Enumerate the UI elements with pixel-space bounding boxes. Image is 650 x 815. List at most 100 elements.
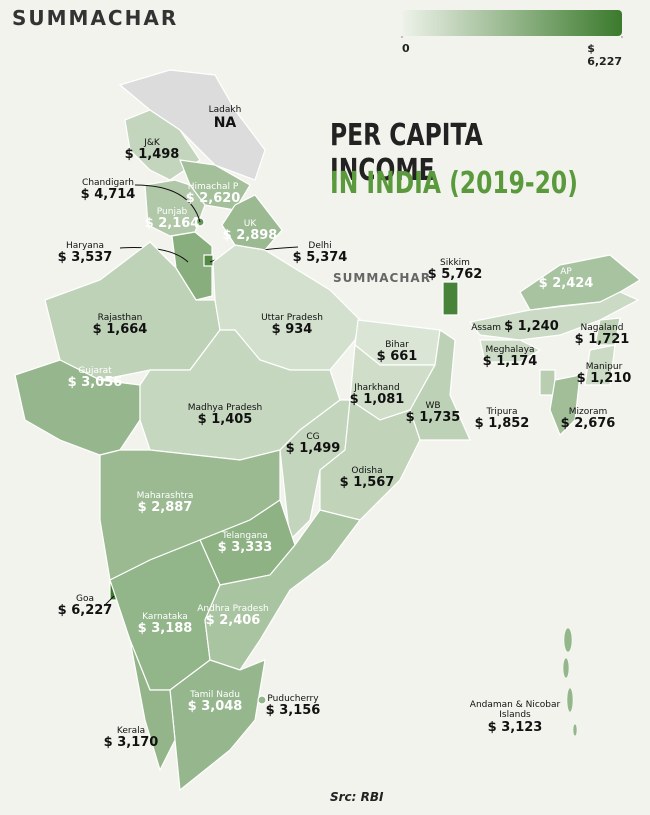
region-label: Gujarat $ 3,056 xyxy=(68,366,123,391)
region-name: Himachal P xyxy=(187,182,239,192)
region-value: NA xyxy=(213,115,237,132)
region-label: Andhra Pradesh $ 2,406 xyxy=(197,604,268,629)
region xyxy=(563,627,573,653)
title-line-2: IN INDIA (2019-20) xyxy=(330,166,578,201)
watermark: SUMMACHAR xyxy=(333,271,431,285)
region-value: $ 1,405 xyxy=(197,412,253,428)
region-value: $ 5,374 xyxy=(292,250,348,266)
region-name: Jharkhand xyxy=(354,383,400,393)
region-name: AP xyxy=(560,267,572,277)
region-value: $ 3,156 xyxy=(265,703,321,719)
region-name: Maharashtra xyxy=(136,491,194,501)
region xyxy=(562,657,570,679)
region-label: AP $ 2,424 xyxy=(539,267,594,292)
region-name: CG xyxy=(306,432,320,442)
region-name: Assam xyxy=(471,323,502,333)
region xyxy=(129,639,176,772)
region xyxy=(319,398,421,521)
region-name: Sikkim xyxy=(440,258,470,268)
region-label: Puducherry $ 3,156 xyxy=(266,694,321,719)
region-name: Manipur xyxy=(585,362,623,372)
region-label: Odisha $ 1,567 xyxy=(340,466,395,491)
callout-line xyxy=(119,247,189,263)
region-value: $ 1,498 xyxy=(124,147,180,163)
region-name: Gujarat xyxy=(78,366,112,376)
region-name: Odisha xyxy=(351,466,383,476)
region-name: Madhya Pradesh xyxy=(187,403,263,413)
region-value: $ 2,620 xyxy=(185,191,241,207)
region-name: Kerala xyxy=(116,726,146,736)
region xyxy=(409,328,471,441)
region-value: $ 1,174 xyxy=(482,354,538,370)
region-value: $ 2,887 xyxy=(137,500,193,516)
region-name: UK xyxy=(243,219,257,229)
region-value: $ 3,188 xyxy=(137,621,193,637)
region-value: $ 6,227 xyxy=(57,603,113,619)
region-label: Jharkhand $ 1,081 xyxy=(350,383,405,408)
region-value: $ 2,898 xyxy=(222,228,278,244)
region-name: Uttar Pradesh xyxy=(261,313,323,323)
region-label: Assam $ 1,240 xyxy=(471,316,559,335)
region-value: $ 2,406 xyxy=(205,613,261,629)
region-label: UK $ 2,898 xyxy=(223,219,278,244)
region-label: Uttar Pradesh $ 934 xyxy=(261,313,323,338)
region-value: $ 3,048 xyxy=(187,699,243,715)
region-label: Sikkim $ 5,762 xyxy=(428,258,483,283)
source: Src: RBI xyxy=(330,790,384,804)
region-label: Chandigarh $ 4,714 xyxy=(81,178,136,203)
region-label: Kerala $ 3,170 xyxy=(104,726,159,751)
colorbar xyxy=(402,10,622,36)
region-value: $ 1,721 xyxy=(574,332,630,348)
region-value: $ 1,210 xyxy=(576,371,632,387)
region-value: $ 2,424 xyxy=(538,276,594,292)
region-label: Himachal P $ 2,620 xyxy=(186,182,241,207)
region xyxy=(566,687,574,713)
region-value: $ 1,567 xyxy=(339,475,395,491)
region-name: Karnataka xyxy=(142,612,188,622)
region-value: $ 1,499 xyxy=(285,441,341,457)
region-name: Mizoram xyxy=(568,407,608,417)
region-value: $ 1,664 xyxy=(92,322,148,338)
region-label: WB $ 1,735 xyxy=(406,401,461,426)
region-label: Rajasthan $ 1,664 xyxy=(93,313,148,338)
region-label: Andaman & Nicobar Islands $ 3,123 xyxy=(460,700,570,736)
region-name: Ladakh xyxy=(208,105,242,115)
region-value: $ 3,123 xyxy=(487,719,543,735)
region xyxy=(442,281,459,316)
region xyxy=(584,344,616,386)
region-label: Telangana $ 3,333 xyxy=(218,531,273,556)
region-value: $ 5,762 xyxy=(427,267,483,283)
region-value: $ 1,081 xyxy=(349,392,405,408)
region-value: $ 2,676 xyxy=(560,416,616,432)
region-name: Andaman & Nicobar Islands xyxy=(469,700,561,721)
region xyxy=(572,723,578,737)
region-value: $ 934 xyxy=(271,322,313,338)
region-value: $ 3,537 xyxy=(57,250,113,266)
region-label: Ladakh NA xyxy=(209,105,242,131)
colorbar-label: $ 6,227 xyxy=(587,42,622,68)
colorbar-label: 0 xyxy=(402,42,410,55)
region-name: Chandigarh xyxy=(82,178,134,188)
region-name: Goa xyxy=(75,594,94,604)
brand-logo: SUMMACHAR xyxy=(12,6,179,30)
region-value: $ 3,170 xyxy=(103,735,159,751)
region-label: Tripura $ 1,852 xyxy=(475,407,530,432)
region-name: Andhra Pradesh xyxy=(197,604,269,614)
region-value: $ 1,735 xyxy=(405,410,461,426)
region-label: CG $ 1,499 xyxy=(286,432,341,457)
region-value: $ 3,333 xyxy=(217,540,273,556)
region-name: Meghalaya xyxy=(485,345,535,355)
region-label: Bihar $ 661 xyxy=(377,340,418,365)
region-name: Punjab xyxy=(156,207,188,217)
region xyxy=(14,359,141,456)
region xyxy=(479,339,542,363)
title-line-1: PER CAPITA INCOME xyxy=(330,118,483,188)
region-value: $ 2,164 xyxy=(144,216,200,232)
region-label: Goa $ 6,227 xyxy=(58,594,113,619)
region-value: $ 4,714 xyxy=(80,187,136,203)
region-name: Bihar xyxy=(385,340,409,350)
region-label: Delhi $ 5,374 xyxy=(293,241,348,266)
region-name: Haryana xyxy=(65,241,105,251)
region xyxy=(549,374,581,437)
region xyxy=(468,291,640,341)
